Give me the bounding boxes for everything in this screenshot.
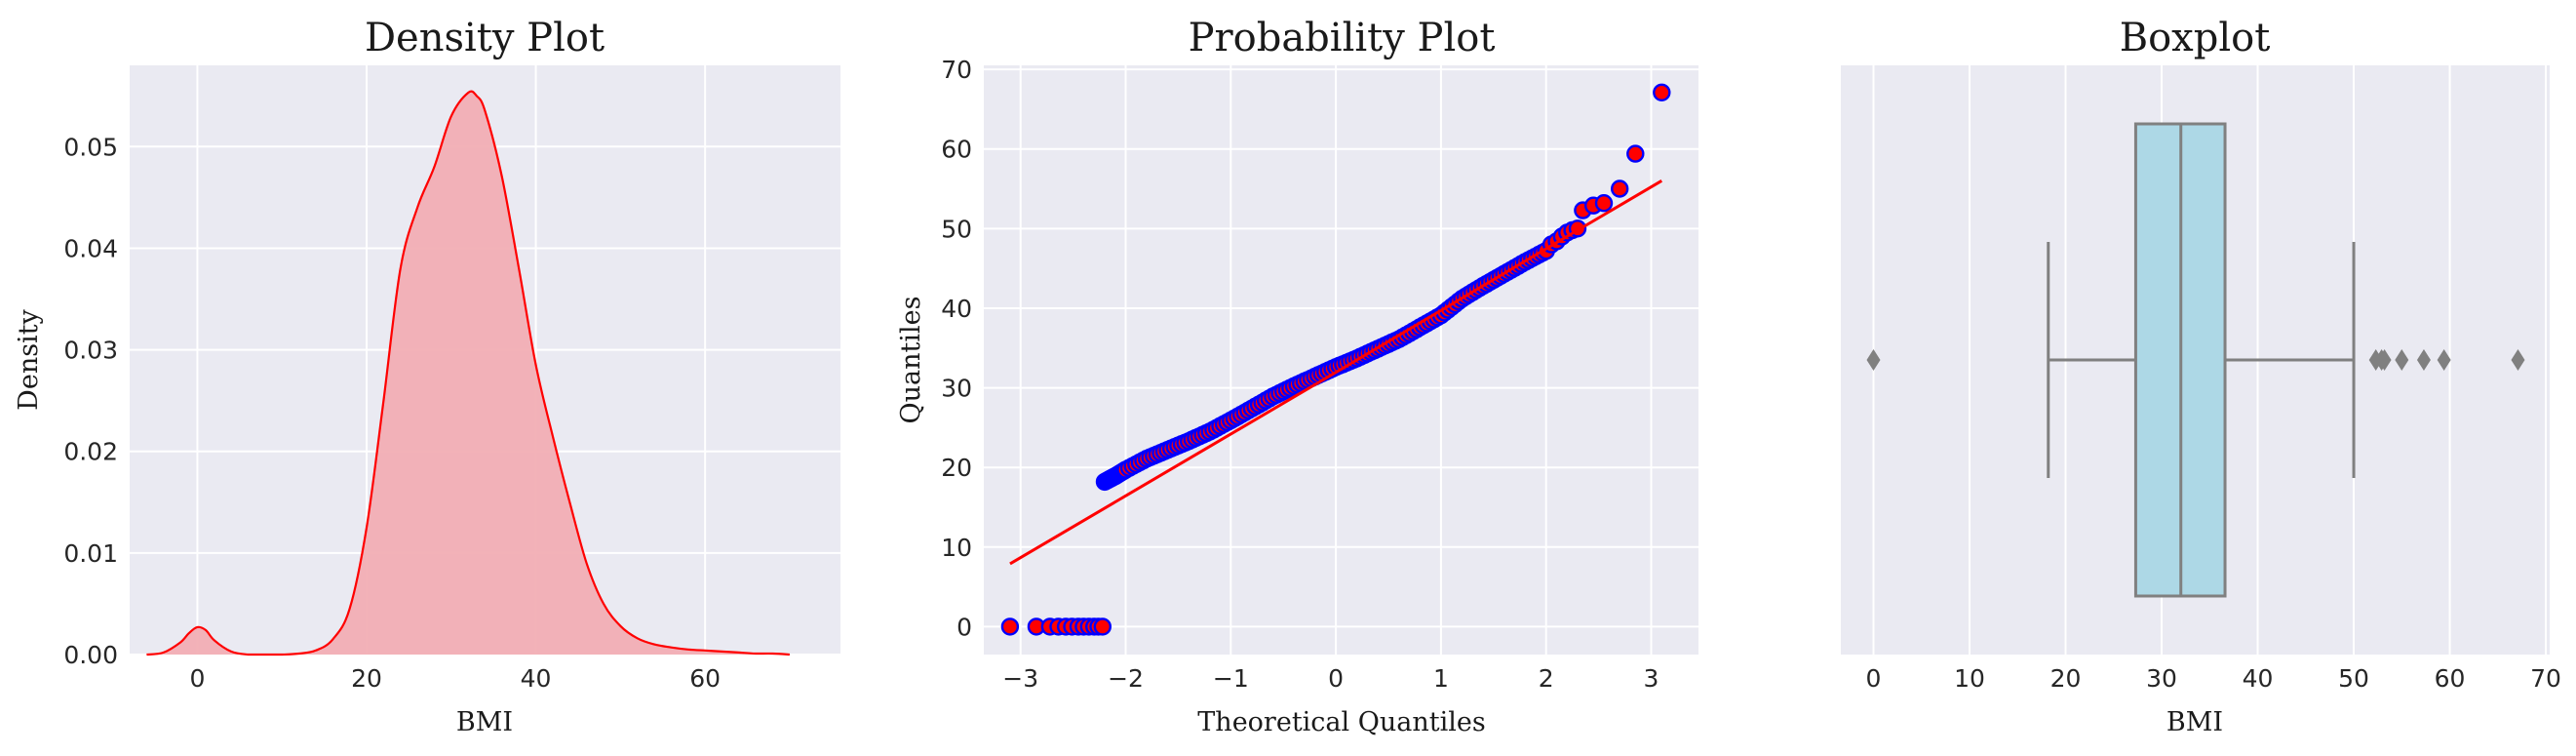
boxplot-panel: Boxplot 0 10 20 30 40 50 60 70 BMI xyxy=(1841,16,2561,737)
y-tick-label: 20 xyxy=(941,454,972,482)
density-line xyxy=(146,90,790,657)
x-tick-label: −2 xyxy=(1108,664,1144,693)
x-tick-label: 0 xyxy=(1866,664,1882,693)
y-tick-label: 70 xyxy=(941,56,972,84)
probability-x-axis-label: Theoretical Quantiles xyxy=(1197,707,1485,737)
probability-y-ticks: 0 10 20 30 40 50 60 70 xyxy=(941,56,972,641)
y-tick-label: 0.05 xyxy=(63,133,118,161)
boxplot-x-ticks: 0 10 20 30 40 50 60 70 xyxy=(1866,664,2561,693)
outlier-marker xyxy=(2511,349,2525,371)
boxplot-series xyxy=(1866,122,2525,598)
x-tick-label: 40 xyxy=(2243,664,2274,693)
x-tick-label: 70 xyxy=(2530,664,2561,693)
x-tick-label: −3 xyxy=(1002,664,1038,693)
x-tick-label: 1 xyxy=(1433,664,1449,693)
x-tick-label: 50 xyxy=(2338,664,2369,693)
y-tick-label: 30 xyxy=(941,375,972,403)
probability-y-axis-label: Quantiles xyxy=(896,297,926,424)
density-x-ticks: 0 20 40 60 xyxy=(189,664,721,693)
qq-point-zero xyxy=(1093,617,1112,636)
x-tick-label: −1 xyxy=(1213,664,1249,693)
x-tick-label: 20 xyxy=(2050,664,2082,693)
outlier-marker xyxy=(2416,349,2431,371)
y-tick-label: 0.04 xyxy=(63,234,118,262)
x-tick-label: 40 xyxy=(521,664,552,693)
outlier-marker xyxy=(2377,349,2392,371)
y-tick-label: 0.02 xyxy=(63,438,118,466)
y-tick-label: 0 xyxy=(956,613,972,641)
y-tick-label: 0.03 xyxy=(63,337,118,365)
probability-series xyxy=(1000,83,1671,636)
boxplot-x-axis-label: BMI xyxy=(2166,707,2223,737)
qq-point-zero xyxy=(1000,617,1020,636)
x-tick-label: 60 xyxy=(689,664,721,693)
qq-point-tail xyxy=(1610,179,1629,198)
qq-point-tail xyxy=(1626,144,1645,163)
x-tick-label: 20 xyxy=(351,664,382,693)
x-tick-label: 2 xyxy=(1539,664,1554,693)
qq-point-tail xyxy=(1594,193,1614,213)
density-x-axis-label: BMI xyxy=(456,707,513,737)
outlier-marker xyxy=(1866,349,1881,371)
density-fill xyxy=(146,91,790,655)
probability-x-ticks: −3 −2 −1 0 1 2 3 xyxy=(1002,664,1659,693)
x-tick-label: 30 xyxy=(2146,664,2177,693)
x-tick-label: 3 xyxy=(1644,664,1659,693)
y-tick-label: 10 xyxy=(941,534,972,562)
y-tick-label: 0.01 xyxy=(63,539,118,568)
probability-plot-title: Probability Plot xyxy=(1189,16,1496,60)
density-series xyxy=(146,90,790,657)
y-tick-label: 0.00 xyxy=(63,641,118,669)
density-y-ticks: 0.00 0.01 0.02 0.03 0.04 0.05 xyxy=(63,133,118,669)
outlier-marker xyxy=(2395,349,2409,371)
outlier-marker xyxy=(2437,349,2451,371)
y-tick-label: 40 xyxy=(941,295,972,323)
probability-plot-panel: Probability Plot −3 −2 −1 0 1 2 3 0 10 20 30 40 50 6… xyxy=(896,16,1698,737)
x-tick-label: 10 xyxy=(1954,664,1985,693)
x-tick-label: 0 xyxy=(189,664,205,693)
qq-fit-line xyxy=(1009,179,1663,566)
y-tick-label: 50 xyxy=(941,215,972,243)
density-y-axis-label: Density xyxy=(14,308,44,410)
x-tick-label: 60 xyxy=(2435,664,2466,693)
y-tick-label: 60 xyxy=(941,136,972,164)
boxplot-title: Boxplot xyxy=(2120,16,2271,60)
density-plot-title: Density Plot xyxy=(365,16,605,60)
x-tick-label: 0 xyxy=(1328,664,1344,693)
density-plot-panel: Density Plot 0 20 40 60 0.000.010.020.030.0… xyxy=(14,16,840,737)
qq-point-tail xyxy=(1653,83,1671,102)
